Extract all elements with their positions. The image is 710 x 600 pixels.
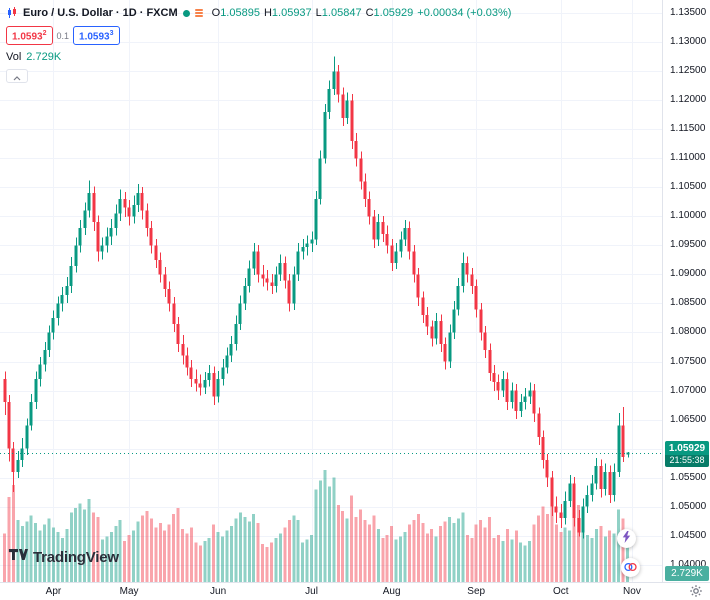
collapse-legend-button[interactable] — [6, 69, 28, 84]
time-axis-label: Jun — [210, 586, 227, 597]
spread-value: 0.1 — [56, 30, 70, 41]
price-axis-label: 1.10500 — [670, 181, 707, 193]
live-dot-icon — [182, 9, 190, 17]
close-label: C — [365, 7, 374, 19]
price-axis-label: 1.08000 — [670, 326, 707, 338]
price-axis-label: 1.08500 — [670, 297, 707, 309]
tradingview-wordmark: TradingView — [33, 548, 119, 566]
bid-ask-row: 1.05932 0.1 1.05933 — [6, 26, 511, 46]
gear-icon — [689, 584, 703, 600]
volume-legend: Vol 2.729K — [6, 51, 511, 63]
volume-value: 2.729K — [26, 51, 62, 64]
price-axis-label: 1.05000 — [670, 500, 707, 512]
price-axis-label: 1.12500 — [670, 65, 707, 77]
scale-settings-button[interactable] — [688, 584, 704, 600]
open-label: O — [211, 7, 221, 19]
low-value: 1.05847 — [321, 7, 362, 19]
time-axis-label: Apr — [45, 586, 62, 597]
lightning-bolt-icon — [622, 531, 631, 546]
time-axis-label: Nov — [623, 586, 641, 597]
tradingview-logo-icon — [8, 548, 28, 566]
change-value: +0.00034 (+0.03%) — [417, 7, 512, 19]
pair-logo-icon — [6, 7, 18, 19]
volume-label: Vol — [6, 51, 22, 64]
price-axis-label: 1.12000 — [670, 94, 707, 106]
close-value: 1.05929 — [373, 7, 414, 19]
price-axis-label: 1.11500 — [670, 123, 706, 135]
high-label: H — [263, 7, 272, 19]
volume-axis-badge: 2.729K — [665, 566, 709, 581]
price-axis-label: 1.10000 — [670, 210, 707, 222]
price-axis-label: 1.09000 — [670, 268, 707, 280]
time-axis-label: Aug — [382, 586, 401, 597]
candlestick-chart-svg[interactable] — [0, 0, 662, 582]
price-axis-label: 1.13500 — [670, 7, 707, 19]
chart-legend: Euro / U.S. Dollar · 1D · FXCM O1.05895 … — [6, 4, 512, 84]
buy-ask-button[interactable]: 1.05933 — [73, 26, 120, 46]
time-axis-label: Jul — [305, 586, 318, 597]
price-axis-label: 1.06500 — [670, 413, 707, 425]
current-price-badge: 1.05929 21:55:38 — [665, 440, 709, 467]
chart-pane[interactable]: Euro / U.S. Dollar · 1D · FXCM O1.05895 … — [0, 0, 662, 582]
tradingview-logo[interactable]: TradingView — [8, 548, 119, 566]
chevron-up-icon — [13, 69, 21, 84]
venn-circles-icon — [624, 560, 637, 575]
price-axis-label: 1.07500 — [670, 355, 707, 367]
time-axis-label: May — [119, 586, 139, 597]
compare-symbols-button[interactable] — [621, 558, 640, 577]
sell-bid-button[interactable]: 1.05932 — [6, 26, 53, 46]
ohlc-readout: O1.05895 H1.05937 L1.05847 C1.05929 +0.0… — [212, 7, 512, 19]
price-axis-label: 1.13000 — [670, 36, 707, 48]
price-axis-label: 1.05500 — [670, 471, 707, 483]
price-axis-label: 1.11000 — [670, 152, 706, 164]
price-scale[interactable]: 1.040001.045001.050001.055001.060001.065… — [662, 0, 710, 582]
provider-menu-icon[interactable] — [194, 9, 203, 17]
time-scale[interactable]: Apr May Jun Jul Aug Sep Oct Nov — [0, 582, 710, 600]
open-value: 1.05895 — [220, 7, 260, 19]
time-axis-label: Sep — [467, 586, 486, 597]
current-price-value: 1.05929 — [665, 440, 709, 455]
price-axis-label: 1.04500 — [670, 529, 707, 541]
price-axis-label: 1.07000 — [670, 384, 707, 396]
symbol-title[interactable]: Euro / U.S. Dollar · 1D · FXCM — [23, 7, 178, 19]
price-axis-label: 1.04000 — [670, 558, 707, 570]
high-value: 1.05937 — [271, 7, 312, 19]
quick-trade-button[interactable] — [617, 529, 636, 548]
low-label: L — [315, 7, 322, 19]
price-axis-label: 1.09500 — [670, 239, 707, 251]
bar-countdown-timer: 21:55:38 — [665, 454, 709, 467]
time-axis-label: Oct — [552, 586, 569, 597]
